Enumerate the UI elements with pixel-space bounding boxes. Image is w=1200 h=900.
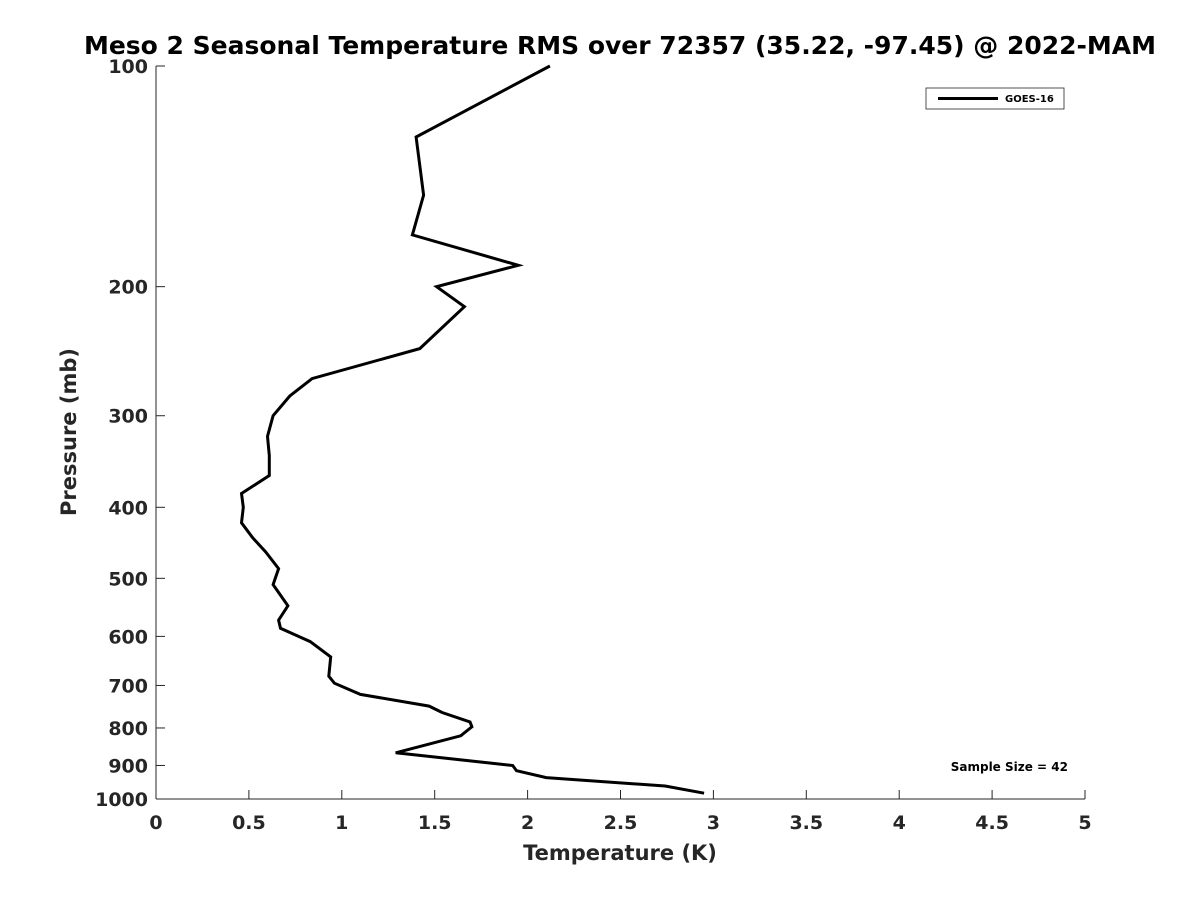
y-tick-label: 800 bbox=[108, 718, 148, 740]
sample-size-annotation: Sample Size = 42 bbox=[951, 760, 1068, 774]
y-axis-label: Pressure (mb) bbox=[57, 348, 81, 516]
x-axis-label: Temperature (K) bbox=[523, 841, 717, 865]
y-tick-label: 1000 bbox=[95, 789, 148, 811]
legend-label-goes-16: GOES-16 bbox=[1005, 94, 1054, 105]
x-tick-label: 0 bbox=[149, 812, 162, 834]
chart-title: Meso 2 Seasonal Temperature RMS over 723… bbox=[84, 31, 1156, 60]
plot-area bbox=[156, 66, 1085, 799]
legend: GOES-16 bbox=[925, 87, 1065, 110]
x-tick-label: 3 bbox=[707, 812, 720, 834]
x-tick-label: 2.5 bbox=[604, 812, 638, 834]
x-axis-ticks: 0 0.5 1 1.5 2 2.5 3 3.5 4 4.5 5 bbox=[149, 790, 1092, 834]
y-tick-label: 900 bbox=[108, 755, 148, 777]
y-tick-label: 600 bbox=[108, 626, 148, 648]
y-tick-label: 500 bbox=[108, 568, 148, 590]
y-tick-label: 700 bbox=[108, 675, 148, 697]
y-tick-label: 100 bbox=[108, 56, 148, 78]
y-tick-label: 400 bbox=[108, 497, 148, 519]
x-tick-label: 2 bbox=[521, 812, 534, 834]
y-axis-ticks: 100 200 300 400 500 600 700 800 900 1000 bbox=[95, 56, 165, 811]
series-line-goes-16 bbox=[239, 64, 705, 795]
x-tick-label: 1.5 bbox=[418, 812, 452, 834]
x-tick-label: 1 bbox=[335, 812, 348, 834]
y-tick-label: 300 bbox=[108, 406, 148, 428]
x-tick-label: 4.5 bbox=[975, 812, 1009, 834]
series-layer bbox=[239, 64, 705, 795]
x-tick-label: 5 bbox=[1078, 812, 1091, 834]
x-tick-label: 3.5 bbox=[789, 812, 823, 834]
x-tick-label: 4 bbox=[893, 812, 906, 834]
y-tick-label: 200 bbox=[108, 277, 148, 299]
x-tick-label: 0.5 bbox=[232, 812, 266, 834]
